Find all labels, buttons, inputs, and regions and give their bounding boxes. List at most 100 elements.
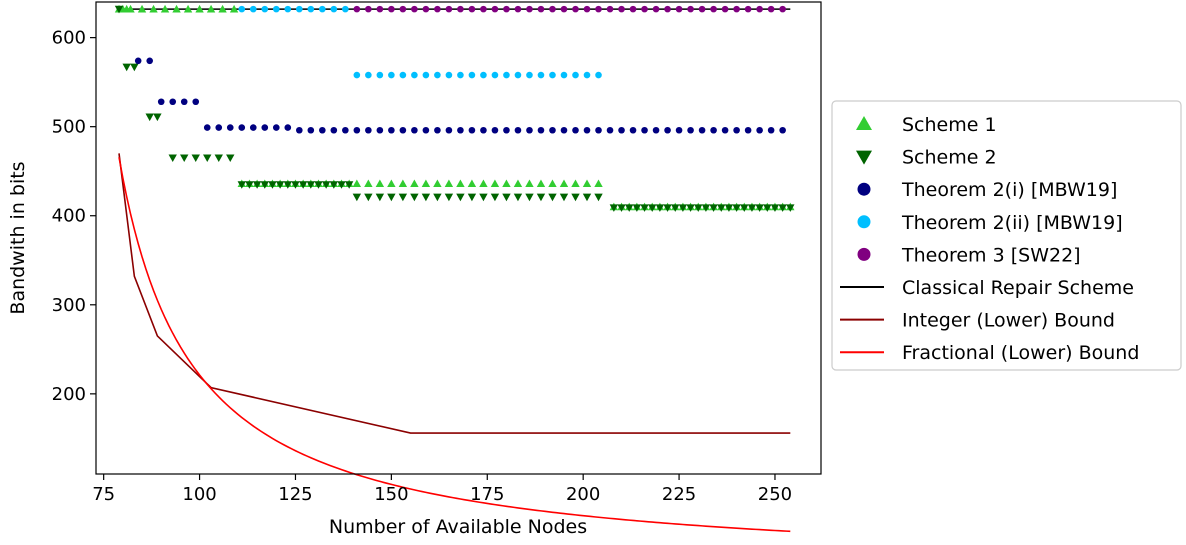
legend-label: Classical Repair Scheme	[902, 277, 1134, 299]
data-point	[525, 193, 534, 202]
data-point	[755, 204, 764, 212]
data-point	[238, 5, 246, 13]
plot-frame	[95, 1, 822, 475]
data-point	[398, 179, 408, 188]
data-point	[560, 5, 568, 13]
data-point	[352, 179, 362, 188]
legend-swatch-scheme-2	[856, 150, 872, 165]
x-tick-label: 75	[92, 484, 115, 505]
legend: Scheme 1 Scheme 2 Theorem 2(i) [MBW19] Theo…	[831, 100, 1182, 371]
y-tick-label: 600	[52, 28, 86, 49]
data-point	[549, 71, 556, 79]
data-point	[594, 193, 603, 202]
data-point	[411, 126, 418, 134]
data-point	[652, 5, 660, 13]
data-point	[548, 193, 557, 202]
data-point	[206, 4, 216, 13]
data-point	[747, 204, 757, 212]
data-point	[445, 71, 453, 79]
data-point	[444, 193, 454, 202]
data-point	[513, 179, 523, 188]
data-point	[770, 204, 780, 212]
data-point	[364, 179, 373, 188]
data-point	[721, 126, 729, 134]
data-point	[710, 126, 717, 134]
data-point	[740, 204, 749, 212]
data-point	[137, 4, 147, 13]
series-scheme-2	[114, 5, 795, 212]
data-point	[609, 204, 619, 212]
data-point	[560, 71, 568, 79]
data-point	[319, 126, 326, 134]
data-point	[709, 204, 718, 212]
data-point	[549, 5, 556, 13]
data-point	[503, 126, 510, 134]
data-point	[467, 193, 477, 202]
data-point	[480, 126, 487, 134]
data-point	[421, 179, 431, 188]
data-point	[329, 181, 339, 189]
data-point	[399, 71, 407, 79]
x-tick-label: 200	[566, 484, 600, 505]
data-point	[733, 5, 740, 13]
data-point	[582, 179, 592, 188]
data-point	[503, 5, 510, 13]
data-point	[549, 126, 556, 134]
data-point	[214, 154, 223, 163]
data-point	[595, 126, 602, 134]
data-point	[767, 126, 775, 134]
data-point	[330, 126, 338, 134]
data-point	[364, 193, 373, 202]
series-line-integer-lower-bound	[118, 153, 791, 434]
legend-label: Theorem 2(i) [MBW19]	[901, 179, 1117, 201]
data-point	[536, 179, 546, 188]
data-point	[321, 181, 331, 189]
data-point	[272, 124, 280, 131]
data-point	[514, 71, 522, 79]
y-axis-label: Bandwith in bits	[7, 161, 29, 314]
data-point	[192, 98, 200, 106]
data-point	[284, 5, 292, 13]
data-point	[491, 126, 499, 134]
data-point	[114, 5, 124, 14]
data-point	[537, 71, 545, 79]
legend-label: Theorem 3 [SW22]	[901, 244, 1081, 266]
data-point	[410, 179, 419, 188]
data-point	[422, 126, 430, 134]
legend-swatch-theorem-3-sw22	[857, 247, 871, 261]
data-point	[191, 154, 200, 163]
data-point	[572, 71, 579, 79]
data-point	[434, 71, 441, 79]
data-point	[503, 71, 510, 79]
data-point	[337, 181, 346, 189]
data-point	[157, 98, 165, 106]
data-point	[664, 5, 671, 13]
data-point	[606, 126, 614, 134]
data-point	[514, 5, 522, 13]
data-point	[536, 193, 546, 202]
data-point	[375, 193, 385, 202]
data-point	[344, 181, 354, 189]
data-point	[249, 5, 257, 13]
data-point	[388, 126, 395, 134]
data-point	[526, 71, 533, 79]
data-point	[353, 71, 361, 79]
x-tick-label: 100	[182, 484, 216, 505]
data-point	[291, 181, 300, 189]
data-point	[618, 126, 625, 134]
legend-frame	[831, 100, 1182, 371]
data-point	[130, 63, 139, 72]
data-point	[572, 5, 579, 13]
data-point	[388, 5, 395, 13]
data-point	[526, 5, 533, 13]
data-point	[480, 71, 487, 79]
data-point	[307, 126, 315, 134]
series-theorem-3-sw22	[353, 5, 786, 13]
data-point	[445, 126, 453, 134]
data-point	[479, 179, 488, 188]
series-line-fractional-lower-bound	[118, 157, 791, 533]
data-point	[641, 5, 648, 13]
data-point	[283, 181, 292, 189]
data-point	[229, 4, 239, 13]
